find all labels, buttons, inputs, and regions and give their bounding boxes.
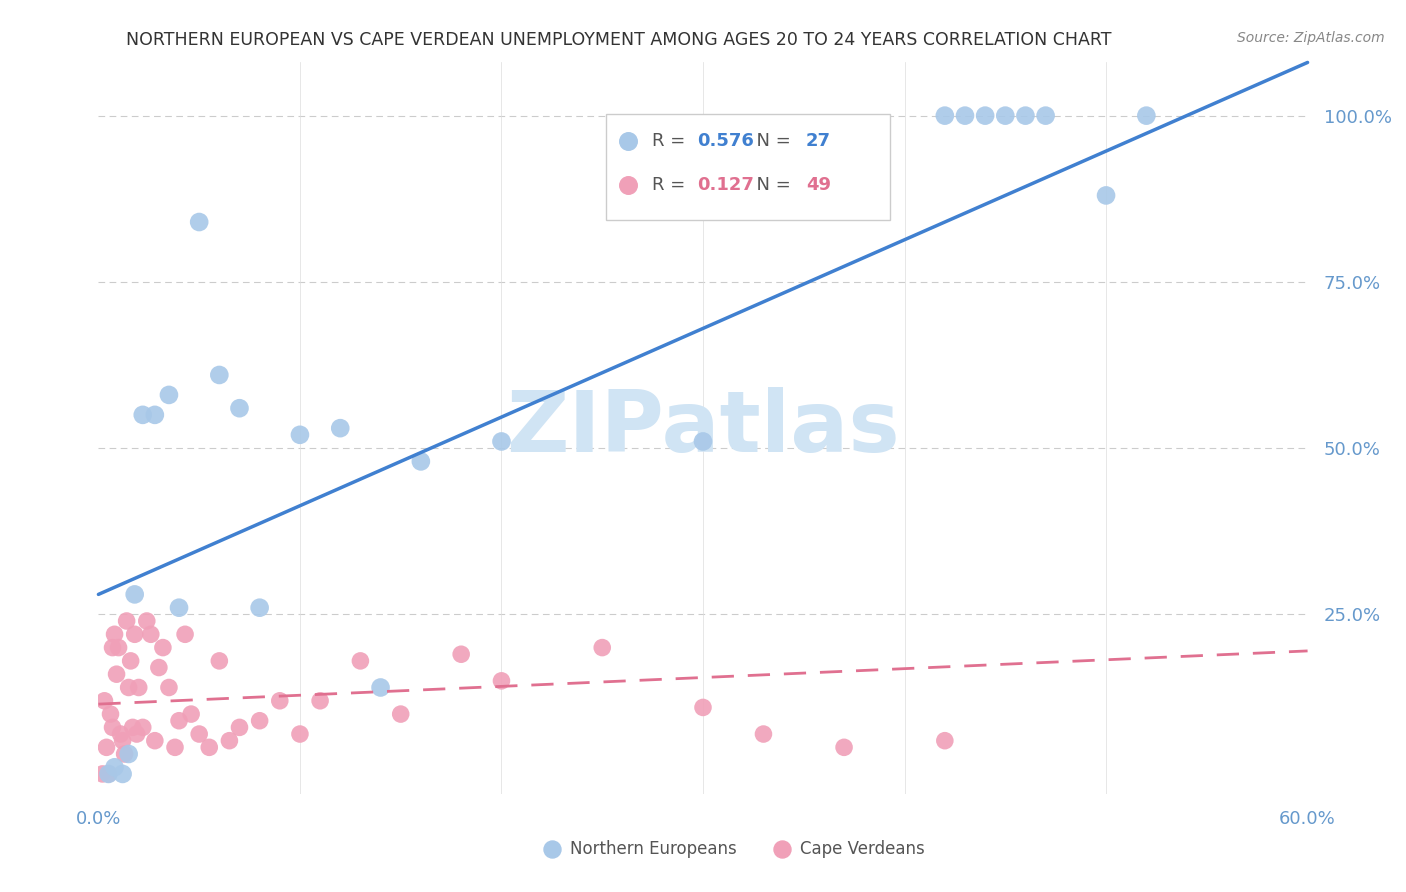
Point — [128, 681, 150, 695]
Point — [208, 368, 231, 382]
Point — [329, 421, 352, 435]
Point — [188, 215, 211, 229]
FancyBboxPatch shape — [606, 113, 890, 219]
Text: 0.576: 0.576 — [697, 132, 754, 151]
Text: NORTHERN EUROPEAN VS CAPE VERDEAN UNEMPLOYMENT AMONG AGES 20 TO 24 YEARS CORRELA: NORTHERN EUROPEAN VS CAPE VERDEAN UNEMPL… — [127, 31, 1111, 49]
Point — [152, 640, 174, 655]
Point — [228, 401, 250, 416]
Point — [163, 740, 186, 755]
Point — [218, 733, 240, 747]
Text: 49: 49 — [806, 177, 831, 194]
Point — [953, 109, 976, 123]
Point — [180, 707, 202, 722]
Point — [450, 647, 472, 661]
Text: ZIPatlas: ZIPatlas — [506, 386, 900, 470]
Point — [111, 767, 134, 781]
Point — [1095, 188, 1118, 202]
Point — [97, 767, 120, 781]
Text: 27: 27 — [806, 132, 831, 151]
Point — [591, 640, 613, 655]
Point — [111, 733, 134, 747]
Text: R =: R = — [652, 132, 692, 151]
Point — [105, 667, 128, 681]
Point — [110, 727, 132, 741]
Text: Northern Europeans: Northern Europeans — [569, 839, 737, 858]
Point — [101, 640, 124, 655]
Point — [120, 654, 142, 668]
Point — [118, 681, 141, 695]
Point — [167, 600, 190, 615]
Text: N =: N = — [745, 132, 797, 151]
Point — [208, 654, 231, 668]
Point — [934, 733, 956, 747]
Point — [974, 109, 997, 123]
Point — [103, 627, 125, 641]
Point — [97, 767, 120, 781]
Point — [934, 109, 956, 123]
Text: 0.127: 0.127 — [697, 177, 754, 194]
Text: Source: ZipAtlas.com: Source: ZipAtlas.com — [1237, 31, 1385, 45]
Point — [198, 740, 221, 755]
Point — [132, 720, 155, 734]
Text: Cape Verdeans: Cape Verdeans — [800, 839, 925, 858]
Point — [101, 720, 124, 734]
Point — [249, 600, 271, 615]
Point — [143, 408, 166, 422]
Point — [389, 707, 412, 722]
Point — [970, 220, 993, 235]
Text: N =: N = — [745, 177, 797, 194]
Point — [157, 388, 180, 402]
Point — [100, 707, 122, 722]
Point — [692, 700, 714, 714]
Point — [188, 727, 211, 741]
Point — [124, 627, 146, 641]
Point — [1226, 823, 1249, 838]
Point — [114, 747, 136, 761]
Point — [491, 434, 513, 449]
Point — [148, 660, 170, 674]
Point — [349, 654, 371, 668]
Point — [1035, 109, 1057, 123]
Point — [249, 714, 271, 728]
Point — [288, 427, 311, 442]
Text: R =: R = — [652, 177, 692, 194]
Point — [124, 587, 146, 601]
Point — [143, 733, 166, 747]
Point — [692, 434, 714, 449]
Point — [1135, 109, 1157, 123]
Point — [288, 727, 311, 741]
Point — [115, 614, 138, 628]
Point — [970, 180, 993, 194]
Point — [309, 694, 332, 708]
Point — [93, 694, 115, 708]
Point — [832, 740, 855, 755]
Point — [228, 720, 250, 734]
Point — [491, 673, 513, 688]
Point — [121, 720, 143, 734]
Point — [118, 747, 141, 761]
Point — [844, 823, 866, 838]
Point — [103, 760, 125, 774]
Point — [125, 727, 148, 741]
Point — [96, 740, 118, 755]
Point — [132, 408, 155, 422]
Point — [269, 694, 291, 708]
Point — [409, 454, 432, 468]
Point — [107, 640, 129, 655]
Point — [174, 627, 197, 641]
Point — [370, 681, 392, 695]
Point — [167, 714, 190, 728]
Point — [752, 727, 775, 741]
Point — [91, 767, 114, 781]
Point — [994, 109, 1017, 123]
Point — [1014, 109, 1036, 123]
Point — [135, 614, 157, 628]
Point — [157, 681, 180, 695]
Point — [139, 627, 162, 641]
